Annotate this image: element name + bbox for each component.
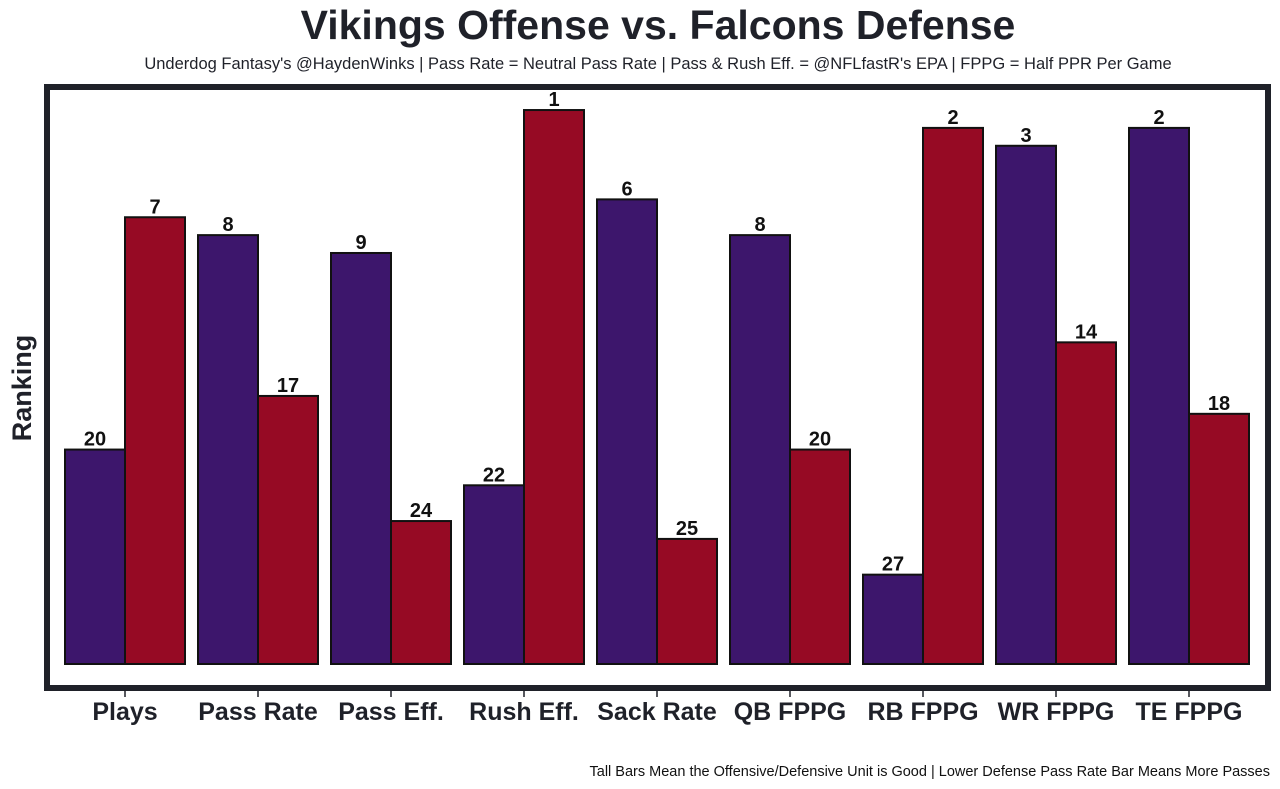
chart-subtitle: Underdog Fantasy's @HaydenWinks | Pass R… <box>144 55 1172 73</box>
falcons-defense-label-3: 1 <box>548 89 559 111</box>
x-tick-label-3: Rush Eff. <box>469 698 579 726</box>
x-tick-label-1: Pass Rate <box>198 698 318 726</box>
vikings-offense-label-0: 20 <box>84 429 106 451</box>
falcons-defense-label-4: 25 <box>676 518 698 540</box>
chart-footer-note: Tall Bars Mean the Offensive/Defensive U… <box>589 764 1270 780</box>
falcons-defense-label-6: 2 <box>947 107 958 129</box>
falcons-defense-bar-0 <box>124 216 186 665</box>
falcons-defense-label-5: 20 <box>809 429 831 451</box>
vikings-offense-label-2: 9 <box>355 232 366 254</box>
falcons-defense-bar-8 <box>1188 412 1250 665</box>
vikings-offense-bar-5 <box>729 234 791 665</box>
vikings-offense-bar-2 <box>330 251 392 666</box>
falcons-defense-bar-2 <box>390 520 452 665</box>
falcons-defense-bar-3 <box>523 109 585 665</box>
vikings-offense-label-3: 22 <box>483 464 505 486</box>
x-tick-label-4: Sack Rate <box>597 698 717 726</box>
vikings-offense-label-8: 2 <box>1153 107 1164 129</box>
falcons-defense-bar-6 <box>922 126 984 665</box>
falcons-defense-label-0: 7 <box>149 196 160 218</box>
falcons-defense-label-7: 14 <box>1075 321 1098 343</box>
vikings-offense-label-6: 27 <box>882 554 904 576</box>
x-tick-label-0: Plays <box>92 698 157 726</box>
x-axis-ticks-group: Plays Pass Rate Pass Eff. Rush Eff. Sack Rat… <box>92 690 1242 726</box>
falcons-defense-label-8: 18 <box>1208 393 1230 415</box>
bars-group <box>64 109 1250 666</box>
vikings-offense-bar-7 <box>995 144 1057 665</box>
falcons-defense-bar-1 <box>257 394 319 665</box>
x-tick-label-2: Pass Eff. <box>338 698 444 726</box>
vikings-offense-label-5: 8 <box>754 214 765 236</box>
vikings-offense-label-7: 3 <box>1020 125 1031 147</box>
vikings-offense-bar-0 <box>64 448 126 665</box>
falcons-defense-bar-5 <box>789 448 851 665</box>
y-axis-label: Ranking <box>7 335 37 442</box>
vikings-offense-label-1: 8 <box>222 214 233 236</box>
data-labels-group: 20 7 8 17 9 24 22 1 6 25 8 20 27 2 3 14 2 18 <box>84 89 1230 576</box>
vikings-offense-bar-3 <box>463 484 525 665</box>
falcons-defense-bar-4 <box>656 537 718 665</box>
vikings-offense-bar-8 <box>1128 126 1190 665</box>
falcons-defense-bar-7 <box>1055 341 1117 665</box>
falcons-defense-label-1: 17 <box>277 375 299 397</box>
x-tick-label-7: WR FPPG <box>998 698 1115 726</box>
chart-title: Vikings Offense vs. Falcons Defense <box>300 2 1016 48</box>
vikings-offense-bar-6 <box>862 573 924 666</box>
x-tick-label-5: QB FPPG <box>734 698 847 726</box>
x-tick-label-8: TE FPPG <box>1136 698 1243 726</box>
falcons-defense-label-2: 24 <box>410 500 433 522</box>
vikings-offense-label-4: 6 <box>621 178 632 200</box>
x-tick-label-6: RB FPPG <box>867 698 978 726</box>
vikings-offense-bar-4 <box>596 198 658 665</box>
vikings-offense-bar-1 <box>197 234 259 665</box>
